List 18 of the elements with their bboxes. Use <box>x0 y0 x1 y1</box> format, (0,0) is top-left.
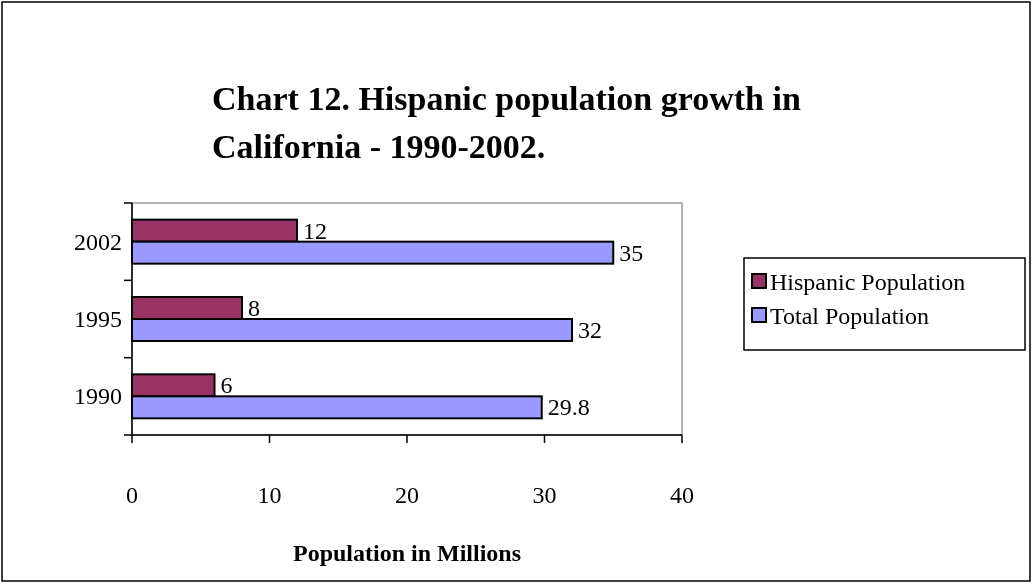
y-tick-label: 1990 <box>74 383 122 410</box>
x-tick-label: 30 <box>532 482 557 508</box>
data-label: 8 <box>248 295 260 321</box>
data-label: 32 <box>578 317 602 343</box>
x-tick-label: 0 <box>126 482 138 508</box>
x-tick-label: 40 <box>670 482 694 508</box>
data-label: 35 <box>619 239 644 266</box>
legend-label: Hispanic Population <box>770 269 966 295</box>
y-tick-label: 1995 <box>74 306 122 332</box>
x-tick-label: 20 <box>395 482 419 508</box>
legend-label: Total Population <box>770 303 929 329</box>
data-label: 29.8 <box>547 394 590 421</box>
x-tick-label: 10 <box>257 482 282 508</box>
data-label: 6 <box>220 372 233 399</box>
y-tick-label: 2002 <box>74 228 122 255</box>
chart-title: Chart 12. Hispanic population growth in California - 1990-2002. <box>212 80 801 165</box>
x-axis-title: Population in Millions <box>292 540 522 566</box>
data-label: 12 <box>303 217 327 244</box>
